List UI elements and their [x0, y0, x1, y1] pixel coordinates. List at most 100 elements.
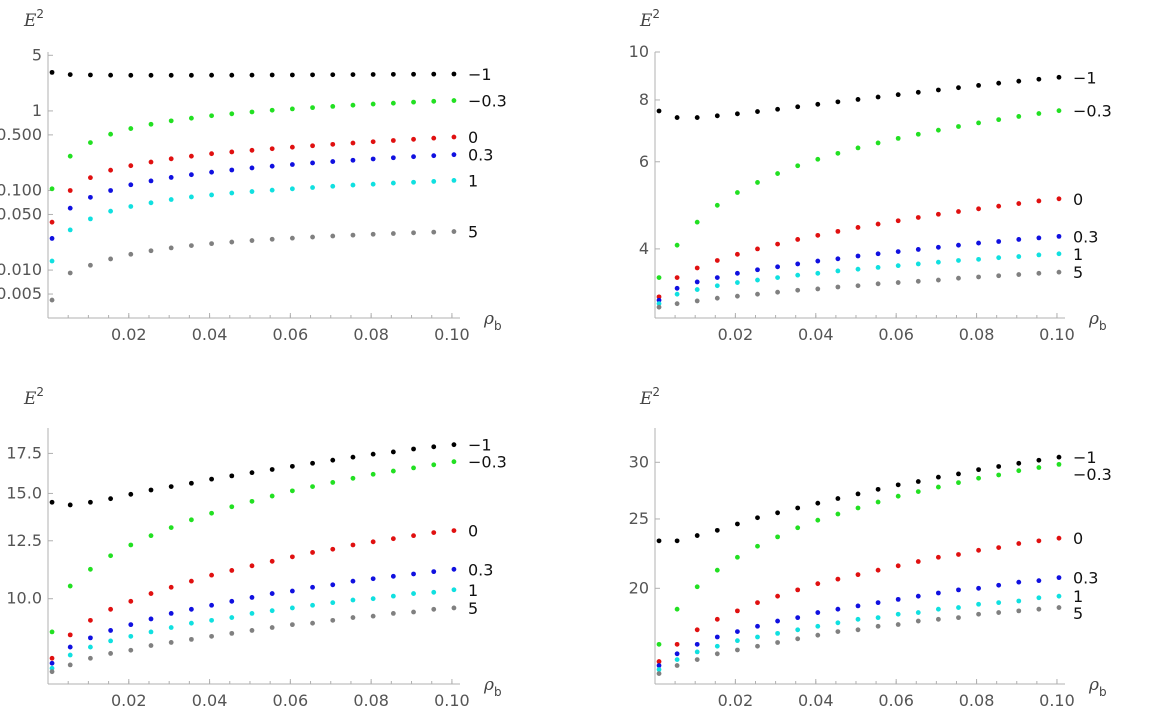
data-point	[935, 616, 941, 622]
data-point	[714, 283, 720, 289]
data-point	[451, 528, 457, 533]
y-tick-label: 10	[629, 42, 649, 61]
data-point	[1056, 454, 1062, 460]
series-m1	[656, 454, 1062, 544]
data-point	[956, 480, 961, 486]
data-point	[895, 249, 901, 254]
x-tick-label: 0.04	[192, 325, 228, 344]
data-point	[128, 542, 134, 548]
series-label: 0	[1073, 190, 1083, 209]
data-point	[108, 496, 114, 502]
data-point	[49, 186, 55, 192]
series-label: 0	[468, 128, 478, 147]
data-point	[289, 622, 295, 628]
data-point	[1036, 538, 1042, 544]
x-axis-title-subscript: b	[1099, 319, 1107, 333]
series-label: −1	[468, 65, 492, 84]
data-point	[49, 297, 55, 303]
data-point	[674, 663, 680, 668]
data-point	[390, 468, 396, 474]
data-point	[289, 106, 295, 112]
data-point	[49, 665, 55, 671]
data-point	[411, 136, 416, 142]
data-point	[249, 628, 255, 633]
data-point	[350, 140, 356, 146]
data-point	[694, 287, 700, 292]
data-point	[656, 663, 662, 668]
data-point	[835, 150, 841, 156]
data-point	[656, 667, 662, 672]
data-point	[289, 235, 295, 241]
y-tick-label: 20	[629, 578, 649, 597]
data-point	[310, 143, 315, 149]
data-point	[694, 627, 700, 633]
data-point	[229, 630, 235, 636]
data-point	[289, 605, 295, 611]
data-point	[775, 289, 780, 295]
series-0.3	[656, 575, 1062, 668]
data-point	[935, 87, 941, 93]
data-point	[674, 606, 680, 612]
data-point	[330, 546, 336, 552]
data-point	[390, 180, 396, 186]
chart-panel-2: 0.02 0.04 0.06 0.08 0.10 4 6 8 10 E2 ρb −1 −0.3 0 0.31…	[629, 7, 1112, 344]
series-0	[49, 528, 457, 661]
data-point	[289, 488, 295, 494]
data-point	[656, 294, 662, 300]
data-point	[795, 525, 801, 531]
data-point	[656, 297, 662, 303]
x-tick-label: 0.02	[718, 325, 754, 344]
y-tick-label: 1	[32, 101, 42, 120]
data-point	[431, 606, 437, 612]
y-tick-label: 25	[629, 509, 649, 528]
data-point	[88, 617, 93, 623]
data-point	[956, 275, 961, 281]
data-point	[996, 239, 1002, 244]
data-point	[895, 482, 901, 488]
chart-panel-3: 0.02 0.04 0.06 0.08 0.10 10.0 12.5 15.0 17.5 E2 ρb…	[6, 385, 506, 710]
data-point	[451, 459, 457, 465]
data-point	[128, 647, 134, 653]
data-point	[815, 101, 821, 107]
x-tick-label: 0.02	[111, 325, 147, 344]
data-point	[956, 615, 961, 621]
data-point	[269, 72, 275, 78]
data-point	[49, 629, 55, 635]
data-point	[431, 71, 437, 77]
data-point	[289, 463, 295, 469]
series-0.3	[49, 152, 457, 241]
data-point	[249, 610, 255, 616]
data-point	[996, 610, 1002, 615]
series-label: −0.3	[1073, 102, 1112, 121]
series-1	[656, 593, 1062, 672]
y-tick-label: 12.5	[6, 531, 42, 550]
data-point	[148, 629, 154, 635]
data-point	[674, 291, 680, 297]
chart-panel-4: 0.02 0.04 0.06 0.08 0.10202530E2ρb−1−0.300.3…	[629, 385, 1112, 710]
data-point	[350, 157, 356, 163]
series-label: 5	[1073, 263, 1083, 282]
x-axis-title-subscript: b	[494, 319, 502, 333]
data-point	[875, 281, 881, 287]
y-tick-label: 4	[639, 239, 649, 258]
data-point	[735, 111, 740, 117]
data-point	[795, 587, 801, 593]
data-point	[755, 543, 760, 549]
data-point	[330, 159, 336, 164]
data-point	[188, 636, 194, 642]
data-point	[895, 563, 901, 569]
data-point	[1056, 593, 1062, 599]
data-point	[735, 280, 740, 285]
data-point	[976, 611, 981, 617]
data-point	[956, 242, 961, 248]
data-point	[49, 655, 55, 661]
data-point	[370, 613, 376, 619]
data-point	[310, 234, 315, 240]
data-point	[370, 101, 376, 107]
data-point	[49, 69, 55, 75]
data-point	[996, 255, 1002, 261]
data-point	[714, 567, 720, 573]
data-point	[148, 616, 154, 622]
y-tick-label: 0.050	[0, 204, 42, 223]
data-point	[815, 610, 821, 615]
